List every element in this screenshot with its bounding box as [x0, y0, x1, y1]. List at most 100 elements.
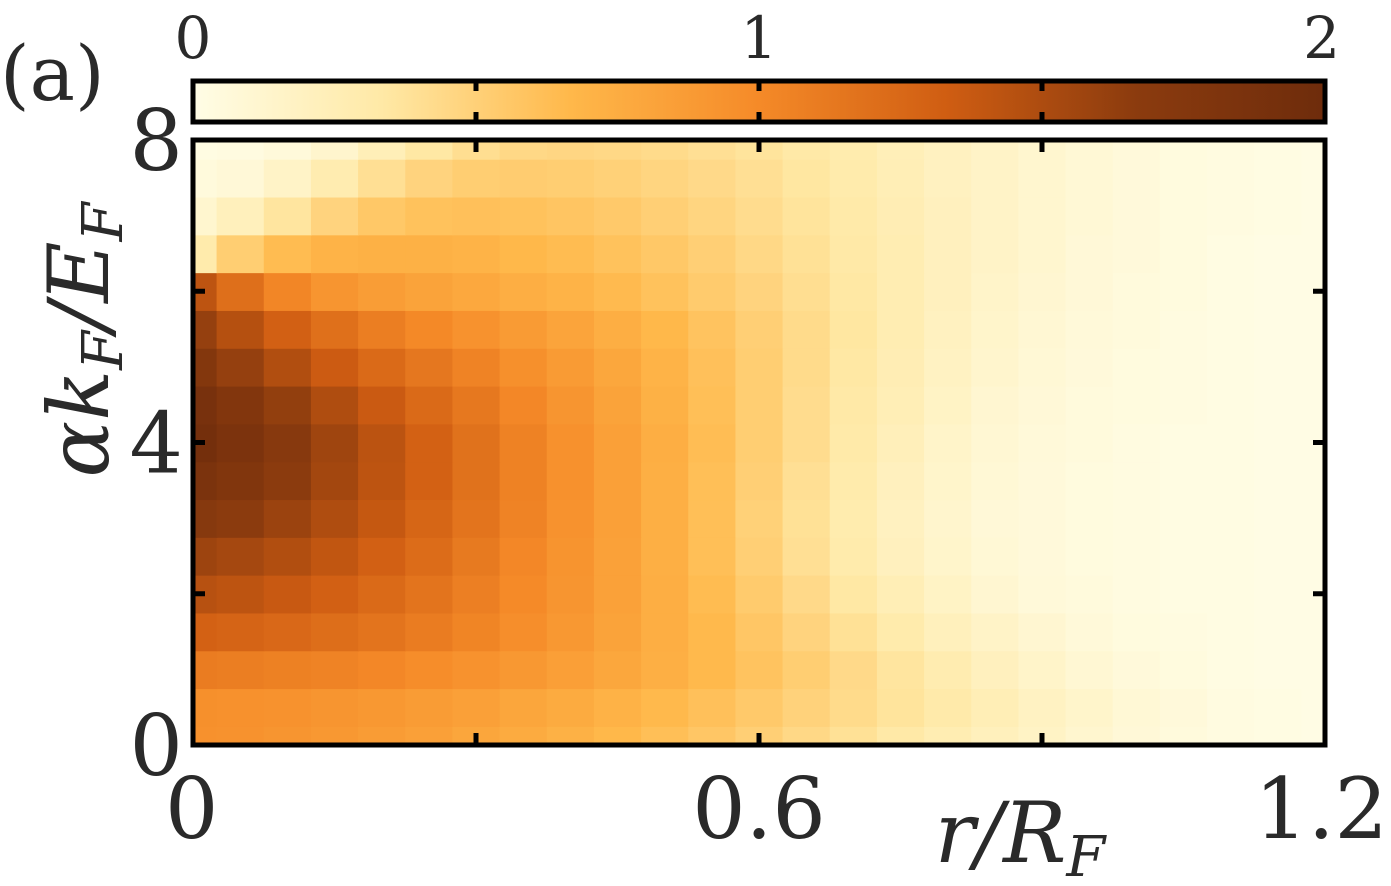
heatmap-cell: [593, 688, 642, 727]
heatmap-cell: [1207, 196, 1256, 236]
heatmap-cell: [263, 158, 312, 198]
heatmap-cell: [1112, 234, 1161, 274]
heatmap-cell: [735, 461, 784, 501]
heatmap-cell: [688, 537, 737, 576]
heatmap-cell: [876, 196, 925, 236]
heatmap-cell: [1065, 726, 1114, 746]
heatmap-cell: [263, 196, 312, 236]
heatmap-cell: [310, 423, 359, 463]
heatmap-cell: [641, 650, 690, 690]
heatmap-cell: [1159, 385, 1208, 425]
heatmap-cell: [1159, 461, 1208, 501]
heatmap-cell: [829, 234, 878, 274]
heatmap-cell: [971, 310, 1020, 349]
heatmap-cell: [829, 272, 878, 311]
heatmap-cell: [216, 423, 265, 463]
heatmap-cell: [193, 158, 218, 198]
heatmap-cell: [1065, 310, 1114, 349]
heatmap-cell: [499, 234, 548, 274]
heatmap-cell: [924, 272, 973, 311]
heatmap-cell: [1301, 688, 1326, 727]
heatmap-cell: [1301, 310, 1326, 349]
heatmap-cell: [1159, 196, 1208, 236]
heatmap-cell: [829, 385, 878, 425]
heatmap-cell: [641, 385, 690, 425]
heatmap-cell: [193, 310, 218, 349]
heatmap-cell: [1159, 726, 1208, 746]
heatmap-cell: [263, 140, 312, 160]
heatmap-cell: [1207, 158, 1256, 198]
heatmap-cell: [735, 272, 784, 311]
heatmap-cell: [358, 272, 407, 311]
heatmap-cell: [216, 196, 265, 236]
heatmap-cell: [499, 347, 548, 387]
heatmap-cell: [216, 272, 265, 311]
heatmap-cell: [1254, 650, 1303, 690]
heatmap-cell: [1018, 385, 1067, 425]
heatmap-cell: [263, 385, 312, 425]
heatmap-cell: [782, 612, 831, 652]
heatmap-cell: [1207, 650, 1256, 690]
heatmap-cell: [452, 537, 501, 576]
heatmap-cell: [1112, 310, 1161, 349]
heatmap-cell: [452, 272, 501, 311]
heatmap-cell: [1159, 140, 1208, 160]
heatmap-cell: [688, 234, 737, 274]
heatmap-cell: [216, 650, 265, 690]
y-tick-label: 0: [130, 697, 183, 795]
heatmap-cell: [782, 385, 831, 425]
heatmap-cell: [310, 272, 359, 311]
heatmap-cell: [499, 385, 548, 425]
heatmap-cell: [263, 234, 312, 274]
heatmap-cell: [1112, 140, 1161, 160]
heatmap-cell: [1207, 688, 1256, 727]
heatmap-cell: [1065, 347, 1114, 387]
heatmap-cell: [829, 461, 878, 501]
heatmap-cell: [735, 385, 784, 425]
heatmap-cell: [876, 423, 925, 463]
heatmap-cell: [310, 310, 359, 349]
heatmap-cell: [829, 726, 878, 746]
heatmap-cell: [310, 158, 359, 198]
heatmap-cell: [1065, 234, 1114, 274]
heatmap-cell: [971, 726, 1020, 746]
x-tick-label: 0.6: [692, 760, 826, 858]
heatmap-cell: [735, 347, 784, 387]
heatmap-cell: [641, 461, 690, 501]
heatmap-cell: [263, 272, 312, 311]
heatmap-cell: [358, 612, 407, 652]
heatmap-cell: [593, 726, 642, 746]
heatmap-cell: [358, 688, 407, 727]
heatmap-cell: [405, 158, 454, 198]
heatmap-cell: [1159, 310, 1208, 349]
heatmap-cell: [1159, 574, 1208, 614]
heatmap-cell: [1112, 423, 1161, 463]
plot-frame: [190, 137, 1328, 748]
heatmap-cell: [405, 499, 454, 538]
heatmap-cell: [546, 574, 595, 614]
heatmap-cell: [452, 688, 501, 727]
heatmap-cell: [310, 574, 359, 614]
heatmap-cell: [876, 272, 925, 311]
colorbar-tick-label: 1: [741, 4, 778, 72]
heatmap-cell: [971, 158, 1020, 198]
heatmap-cell: [310, 688, 359, 727]
heatmap-cell: [829, 423, 878, 463]
heatmap-cell: [1065, 574, 1114, 614]
heatmap-cell: [216, 347, 265, 387]
heatmap-cell: [1065, 650, 1114, 690]
heatmap-cell: [876, 650, 925, 690]
x-tick-label: 0: [165, 760, 218, 858]
heatmap-cell: [1207, 499, 1256, 538]
heatmap-cell: [593, 650, 642, 690]
heatmap-cell: [310, 726, 359, 746]
heatmap-cell: [1254, 385, 1303, 425]
heatmap-cell: [1207, 461, 1256, 501]
heatmap-cell: [924, 612, 973, 652]
heatmap-cell: [593, 461, 642, 501]
heatmap-cell: [924, 196, 973, 236]
heatmap-cell: [1207, 574, 1256, 614]
heatmap-cell: [263, 423, 312, 463]
heatmap-cell: [310, 347, 359, 387]
heatmap-cell: [782, 537, 831, 576]
